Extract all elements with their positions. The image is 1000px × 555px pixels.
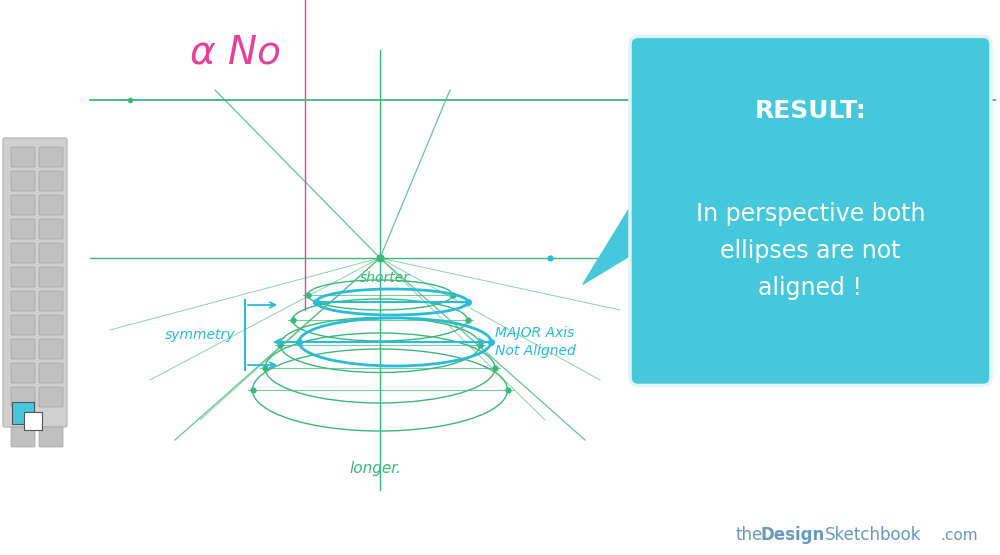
Text: ☺°: ☺°: [685, 340, 719, 360]
Text: shorter: shorter: [360, 271, 410, 285]
FancyBboxPatch shape: [11, 243, 35, 263]
FancyBboxPatch shape: [24, 412, 42, 430]
FancyBboxPatch shape: [630, 37, 991, 385]
Text: Sketchbook: Sketchbook: [825, 526, 922, 544]
FancyBboxPatch shape: [39, 219, 63, 239]
FancyBboxPatch shape: [39, 171, 63, 191]
Text: Design: Design: [760, 526, 824, 544]
FancyBboxPatch shape: [11, 427, 35, 447]
FancyBboxPatch shape: [39, 267, 63, 287]
Text: RESULT:: RESULT:: [755, 99, 866, 123]
FancyBboxPatch shape: [11, 363, 35, 383]
FancyBboxPatch shape: [11, 195, 35, 215]
FancyBboxPatch shape: [39, 427, 63, 447]
Text: In perspective both
ellipses are not
aligned !: In perspective both ellipses are not ali…: [696, 201, 925, 300]
FancyBboxPatch shape: [11, 315, 35, 335]
Text: MAJOR Axis
Not Aligned: MAJOR Axis Not Aligned: [495, 326, 576, 358]
FancyBboxPatch shape: [39, 195, 63, 215]
FancyBboxPatch shape: [11, 291, 35, 311]
FancyBboxPatch shape: [39, 243, 63, 263]
FancyBboxPatch shape: [11, 171, 35, 191]
FancyBboxPatch shape: [39, 291, 63, 311]
FancyBboxPatch shape: [39, 147, 63, 167]
Text: symmetry: symmetry: [164, 328, 235, 342]
Text: .com: .com: [940, 527, 978, 542]
FancyBboxPatch shape: [12, 402, 34, 424]
FancyBboxPatch shape: [39, 387, 63, 407]
FancyBboxPatch shape: [11, 267, 35, 287]
Text: α No: α No: [190, 33, 280, 71]
FancyBboxPatch shape: [11, 219, 35, 239]
FancyBboxPatch shape: [11, 387, 35, 407]
FancyBboxPatch shape: [11, 339, 35, 359]
FancyBboxPatch shape: [39, 315, 63, 335]
FancyBboxPatch shape: [39, 339, 63, 359]
FancyBboxPatch shape: [3, 138, 67, 427]
Text: longer.: longer.: [349, 461, 401, 476]
Text: the: the: [735, 526, 762, 544]
FancyBboxPatch shape: [39, 363, 63, 383]
Polygon shape: [583, 194, 638, 284]
FancyBboxPatch shape: [11, 147, 35, 167]
